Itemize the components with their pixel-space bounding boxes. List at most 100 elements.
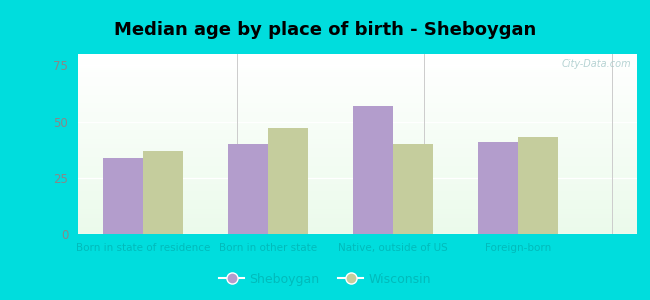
Bar <box>393 144 433 234</box>
Bar <box>78 178 637 180</box>
Bar <box>78 176 637 178</box>
Bar <box>78 151 637 153</box>
Bar <box>78 184 637 185</box>
Bar <box>78 227 637 229</box>
Bar <box>78 164 637 166</box>
Bar <box>518 137 558 234</box>
Bar <box>78 122 637 124</box>
Bar <box>78 121 637 122</box>
Bar <box>78 61 637 63</box>
Bar <box>78 202 637 203</box>
Bar <box>78 103 637 104</box>
Bar <box>78 94 637 95</box>
Bar <box>78 216 637 218</box>
Text: City-Data.com: City-Data.com <box>562 59 631 69</box>
Bar <box>78 106 637 108</box>
Bar <box>78 68 637 70</box>
Bar <box>78 126 637 128</box>
Bar <box>78 88 637 90</box>
Bar <box>78 140 637 142</box>
Bar <box>78 193 637 194</box>
Bar <box>78 153 637 155</box>
Bar <box>78 110 637 112</box>
Bar <box>78 155 637 157</box>
Bar <box>78 149 637 151</box>
Bar <box>78 128 637 130</box>
Bar <box>78 70 637 72</box>
Text: Median age by place of birth - Sheboygan: Median age by place of birth - Sheboygan <box>114 21 536 39</box>
Bar <box>78 115 637 117</box>
Bar <box>78 76 637 77</box>
Bar <box>78 196 637 198</box>
Bar <box>78 142 637 144</box>
Bar <box>78 209 637 211</box>
Bar <box>78 198 637 200</box>
Bar <box>78 119 637 121</box>
Bar <box>78 173 637 175</box>
Legend: Sheboygan, Wisconsin: Sheboygan, Wisconsin <box>214 268 436 291</box>
Bar <box>78 221 637 223</box>
Bar <box>78 54 637 56</box>
Bar <box>478 142 518 234</box>
Bar <box>78 187 637 189</box>
Bar <box>103 158 144 234</box>
Bar <box>78 191 637 193</box>
Bar <box>78 189 637 191</box>
Bar <box>78 101 637 103</box>
Bar <box>78 225 637 227</box>
Bar <box>78 207 637 209</box>
Bar <box>78 135 637 137</box>
Bar <box>78 131 637 133</box>
Bar <box>78 223 637 225</box>
Bar <box>78 144 637 146</box>
Bar <box>78 160 637 162</box>
Bar <box>78 180 637 182</box>
Bar <box>78 65 637 67</box>
Bar <box>78 220 637 221</box>
Bar <box>78 117 637 119</box>
Bar <box>78 108 637 110</box>
Bar <box>144 151 183 234</box>
Bar <box>78 81 637 83</box>
Bar <box>78 171 637 173</box>
Bar <box>78 162 637 164</box>
Bar <box>78 124 637 126</box>
Bar <box>78 97 637 99</box>
Bar <box>78 230 637 232</box>
Bar <box>78 218 637 220</box>
Bar <box>78 83 637 85</box>
Bar <box>78 77 637 79</box>
Bar <box>78 169 637 171</box>
Bar <box>78 146 637 148</box>
Bar <box>78 112 637 113</box>
Bar <box>78 158 637 160</box>
Bar <box>78 212 637 214</box>
Bar <box>78 92 637 94</box>
Bar <box>78 182 637 184</box>
Bar <box>78 214 637 216</box>
Bar <box>78 130 637 131</box>
Bar <box>78 79 637 81</box>
Bar <box>78 200 637 202</box>
Bar <box>78 58 637 59</box>
Bar <box>78 59 637 61</box>
Bar <box>78 74 637 76</box>
Bar <box>353 106 393 234</box>
Bar <box>78 166 637 167</box>
Bar <box>78 175 637 176</box>
Bar <box>78 205 637 207</box>
Bar <box>78 67 637 68</box>
Bar <box>78 139 637 140</box>
Bar <box>78 90 637 92</box>
Bar <box>78 113 637 115</box>
Bar <box>78 86 637 88</box>
Bar <box>78 63 637 65</box>
Bar <box>78 211 637 212</box>
Bar <box>78 72 637 74</box>
Bar <box>268 128 308 234</box>
Bar <box>78 56 637 58</box>
Bar <box>78 232 637 234</box>
Bar <box>78 229 637 230</box>
Bar <box>78 167 637 169</box>
Bar <box>78 133 637 135</box>
